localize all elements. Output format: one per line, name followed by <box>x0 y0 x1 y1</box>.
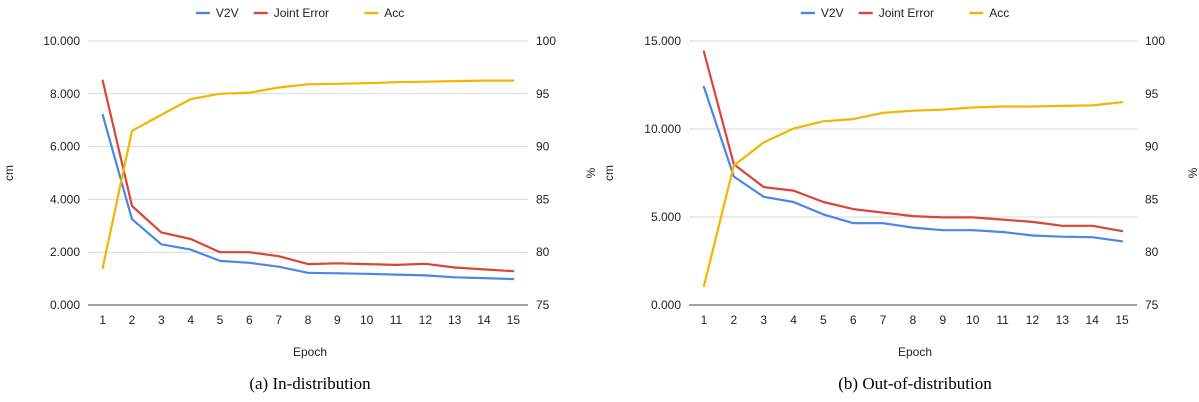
x-tick-label: 12 <box>1026 313 1040 327</box>
y2-tick-label: 80 <box>536 245 550 259</box>
x-tick-label: 14 <box>477 313 491 327</box>
x-tick-label: 5 <box>217 313 224 327</box>
x-tick-label: 4 <box>187 313 194 327</box>
y-tick-label: 0.000 <box>50 298 80 312</box>
x-tick-label: 9 <box>334 313 341 327</box>
y2-tick-label: 90 <box>536 140 550 154</box>
y-tick-label: 10.000 <box>644 122 681 136</box>
x-tick-label: 8 <box>910 313 917 327</box>
legend-item: Acc <box>364 6 404 20</box>
x-tick-label: 3 <box>760 313 767 327</box>
x-tick-label: 3 <box>158 313 165 327</box>
x-tick-label: 13 <box>1056 313 1070 327</box>
series-line-v2v <box>101 113 515 281</box>
y2-tick-label: 90 <box>1145 140 1159 154</box>
x-tick-label: 6 <box>850 313 857 327</box>
y-tick-label: 5.000 <box>651 210 681 224</box>
x-tick-label: 7 <box>880 313 887 327</box>
y-tick-label: 8.000 <box>50 87 80 101</box>
x-tick-label: 7 <box>275 313 282 327</box>
figure-caption: (a) In-distribution <box>249 374 371 393</box>
y-tick-label: 0.000 <box>651 298 681 312</box>
legend-item: V2V <box>195 6 239 20</box>
legend-item: Joint Error <box>858 6 934 20</box>
series-line-joint-error <box>702 50 1124 233</box>
x-tick-label: 1 <box>701 313 708 327</box>
x-tick-label: 11 <box>996 313 1009 327</box>
x-tick-label: 9 <box>940 313 947 327</box>
legend-label: Acc <box>384 6 404 20</box>
y2-tick-label: 75 <box>536 298 550 312</box>
y2-axis-title: % <box>1186 167 1199 178</box>
y-tick-label: 4.000 <box>50 192 80 206</box>
y2-tick-label: 100 <box>1145 34 1165 48</box>
legend-label: Acc <box>989 6 1009 20</box>
legend-item: Joint Error <box>253 6 329 20</box>
y-tick-label: 10.000 <box>43 34 80 48</box>
y-tick-label: 15.000 <box>644 34 681 48</box>
y2-tick-label: 95 <box>536 87 550 101</box>
x-tick-label: 6 <box>246 313 253 327</box>
x-tick-label: 15 <box>1115 313 1129 327</box>
x-tick-label: 8 <box>305 313 312 327</box>
x-tick-label: 10 <box>966 313 980 327</box>
x-tick-label: 12 <box>419 313 433 327</box>
x-tick-label: 5 <box>820 313 827 327</box>
legend-label: Joint Error <box>274 6 329 20</box>
legend-label: V2V <box>216 6 239 20</box>
figure-caption: (b) Out-of-distribution <box>838 374 992 393</box>
y-axis-title: cm <box>2 165 16 181</box>
x-tick-label: 11 <box>390 313 403 327</box>
series-line-v2v <box>702 85 1124 243</box>
y2-tick-label: 95 <box>1145 87 1159 101</box>
y2-tick-label: 80 <box>1145 245 1159 259</box>
x-tick-label: 2 <box>129 313 136 327</box>
x-tick-label: 13 <box>448 313 462 327</box>
x-axis-title: Epoch <box>898 345 932 359</box>
y2-tick-label: 100 <box>536 34 556 48</box>
x-tick-label: 15 <box>507 313 521 327</box>
x-tick-label: 14 <box>1086 313 1100 327</box>
y-axis-title: cm <box>602 165 616 181</box>
x-tick-label: 4 <box>790 313 797 327</box>
y2-tick-label: 85 <box>1145 192 1159 206</box>
y-tick-label: 2.000 <box>50 245 80 259</box>
series-line-acc <box>101 79 515 270</box>
legend-label: Joint Error <box>879 6 934 20</box>
x-tick-label: 1 <box>99 313 106 327</box>
series-line-acc <box>702 101 1124 288</box>
y2-tick-label: 75 <box>1145 298 1159 312</box>
series-line-joint-error <box>101 79 515 273</box>
y-tick-label: 6.000 <box>50 140 80 154</box>
y2-axis-title: % <box>584 167 598 178</box>
x-axis-title: Epoch <box>293 345 327 359</box>
x-tick-label: 2 <box>730 313 737 327</box>
legend-label: V2V <box>821 6 844 20</box>
legend-item: V2V <box>800 6 844 20</box>
x-tick-label: 10 <box>360 313 374 327</box>
legend-item: Acc <box>969 6 1009 20</box>
chart-in-distribution: 0.0002.0004.0006.0008.00010.000758085909… <box>2 6 598 393</box>
y2-tick-label: 85 <box>536 192 550 206</box>
